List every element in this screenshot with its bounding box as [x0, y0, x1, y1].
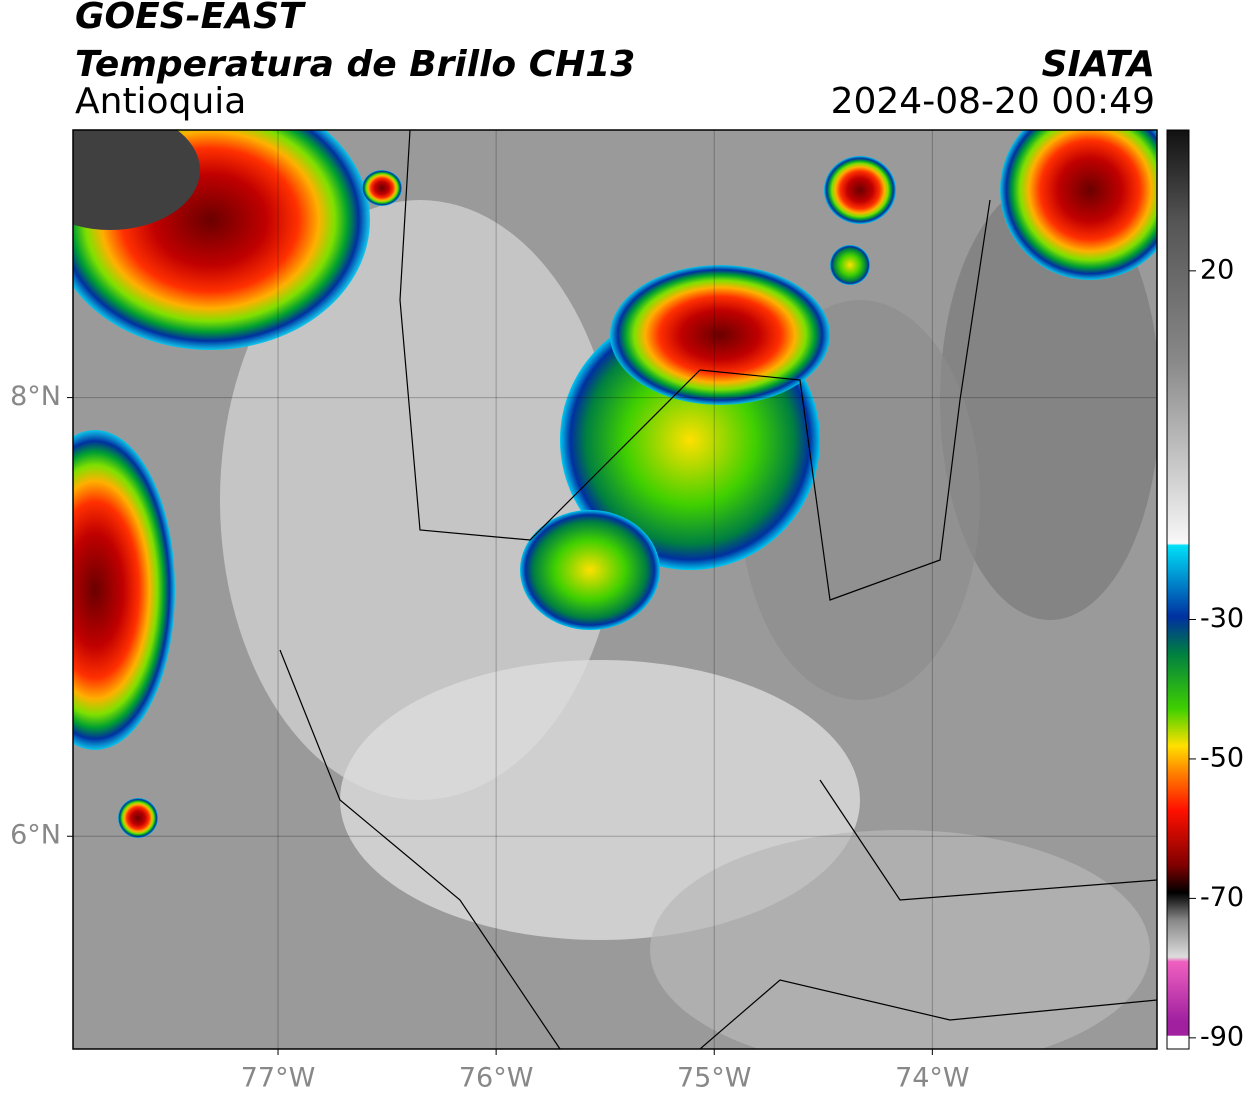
satellite-image	[73, 130, 1157, 1049]
colorbar	[1166, 129, 1190, 1050]
title: GOES-EAST	[75, 0, 306, 37]
colorbar-tick-label: -50	[1200, 742, 1244, 773]
lon-tick-label: 76°W	[459, 1063, 534, 1094]
colorbar-tick-label: -30	[1200, 603, 1244, 634]
colorbar-tick-label: -90	[1200, 1021, 1244, 1052]
grid	[73, 130, 1157, 1049]
datetime: 2024-08-20 00:49	[831, 81, 1155, 122]
lat-tick-label: 6°N	[10, 820, 61, 851]
colorbar-tick-label: -70	[1200, 882, 1244, 913]
lon-tick-label: 74°W	[895, 1063, 970, 1094]
region: Antioquia	[75, 81, 246, 122]
map-frame	[72, 129, 1158, 1050]
subtitle: Temperatura de Brillo CH13	[75, 44, 635, 85]
lon-tick-label: 75°W	[677, 1063, 752, 1094]
source: SIATA	[1042, 44, 1155, 85]
lat-tick-label: 8°N	[10, 381, 61, 412]
lon-tick-label: 77°W	[241, 1063, 316, 1094]
colorbar-tick-label: 20	[1200, 254, 1234, 285]
